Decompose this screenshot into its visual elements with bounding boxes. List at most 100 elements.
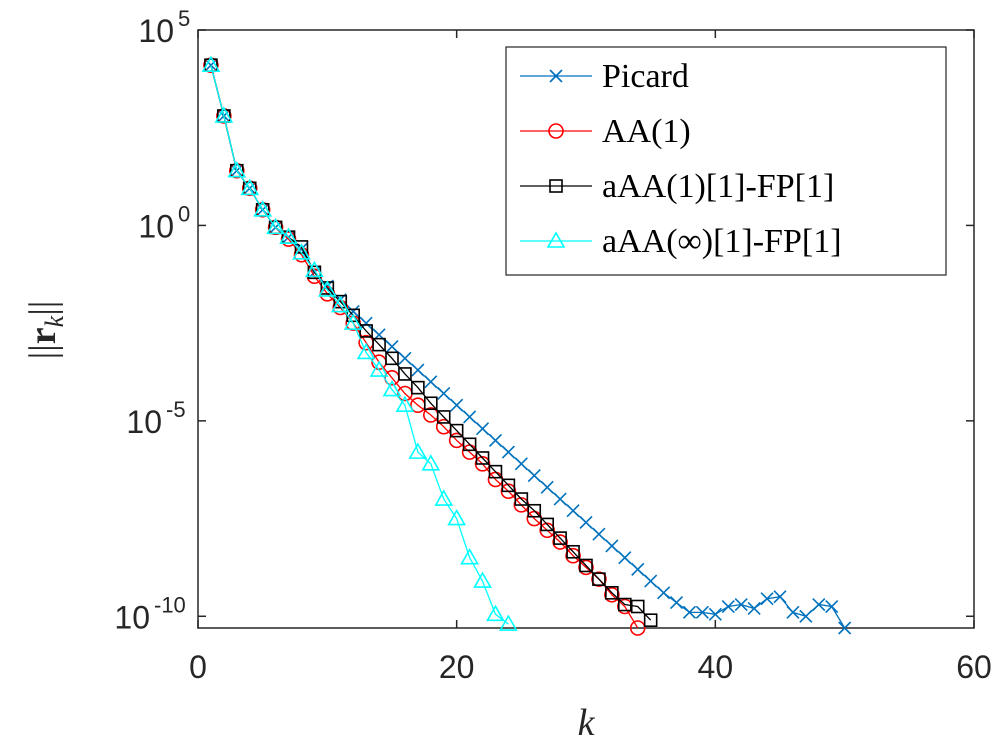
svg-text:||rk||: ||rk||	[22, 301, 69, 360]
series-layer	[201, 55, 852, 636]
data-point	[592, 572, 606, 586]
data-point	[201, 55, 221, 72]
legend-item: aAA(∞)[1]-FP[1]	[520, 223, 842, 260]
data-point	[214, 106, 234, 123]
data-point	[566, 504, 580, 518]
data-point	[359, 324, 373, 338]
legend-label: aAA(1)[1]-FP[1]	[602, 168, 834, 205]
data-point	[527, 469, 541, 483]
data-point	[462, 437, 477, 452]
data-point	[437, 386, 451, 401]
data-point	[708, 607, 722, 621]
data-point	[786, 605, 800, 619]
y-label-subscript: k	[40, 315, 69, 327]
data-point	[305, 260, 324, 278]
legend-marker	[549, 69, 563, 83]
data-point	[578, 559, 594, 576]
data-point	[395, 395, 415, 413]
data-point	[565, 547, 581, 564]
data-point	[682, 605, 697, 619]
data-point	[501, 445, 515, 459]
data-point	[421, 454, 441, 471]
data-point	[540, 480, 554, 494]
data-point	[424, 375, 438, 389]
y-tick-label: 10 0	[138, 201, 190, 244]
data-point	[721, 599, 735, 614]
data-point	[411, 363, 425, 377]
data-point	[631, 562, 645, 576]
y-axis-label: ||rk||	[22, 301, 69, 360]
data-point	[343, 313, 363, 330]
data-point	[500, 483, 517, 500]
data-point	[292, 243, 311, 260]
legend-item: aAA(1)[1]-FP[1]	[520, 168, 834, 205]
legend-item: Picard	[520, 58, 689, 95]
data-point	[398, 351, 412, 365]
legend-box	[505, 46, 947, 276]
data-point	[356, 342, 376, 360]
y-tick-exponent: -10	[154, 592, 186, 617]
y-tick-base: 10	[126, 404, 162, 440]
x-tick-label: 20	[439, 649, 475, 685]
data-point	[463, 410, 477, 424]
data-point	[279, 227, 298, 244]
data-point	[591, 571, 607, 587]
data-point	[527, 503, 542, 518]
data-point	[643, 613, 658, 627]
x-axis-label: k	[578, 702, 596, 744]
data-point	[617, 597, 632, 612]
data-point	[499, 614, 518, 631]
data-point	[825, 599, 839, 614]
data-point	[514, 457, 528, 471]
data-point	[423, 396, 438, 411]
data-point	[838, 621, 852, 635]
data-point	[539, 522, 556, 539]
data-point	[734, 597, 748, 612]
data-point	[695, 605, 709, 619]
x-axis-ticks: 0 20 40 60	[189, 30, 992, 685]
data-point	[629, 620, 646, 636]
data-point	[385, 351, 399, 366]
data-point	[488, 433, 503, 447]
y-tick-label: 10 -10	[114, 592, 185, 635]
data-point	[475, 422, 490, 436]
data-point	[553, 531, 567, 545]
data-point	[474, 456, 491, 472]
y-tick-label: 10 -5	[126, 397, 185, 440]
data-point	[514, 492, 529, 506]
data-point	[540, 517, 555, 532]
y-tick-exponent: 5	[178, 6, 190, 31]
data-point	[644, 574, 658, 588]
data-point	[450, 398, 464, 412]
data-point	[408, 442, 428, 459]
data-point	[473, 571, 492, 588]
data-point	[799, 609, 813, 623]
data-point	[773, 590, 787, 604]
y-tick-exponent: 0	[178, 201, 190, 226]
data-point	[630, 599, 645, 614]
series-3	[201, 55, 518, 631]
y-label-norm-open: ||	[22, 344, 64, 359]
y-tick-base: 10	[138, 13, 174, 49]
data-point	[266, 217, 285, 235]
data-point	[317, 280, 337, 297]
data-point	[333, 294, 348, 309]
data-point	[604, 586, 620, 603]
legend-marker	[546, 231, 566, 248]
data-point	[382, 379, 402, 397]
data-point	[579, 558, 593, 573]
data-point	[460, 548, 479, 565]
data-point	[398, 367, 412, 381]
data-point	[605, 539, 619, 553]
data-point	[227, 161, 247, 178]
y-tick-label: 10 5	[138, 6, 190, 49]
data-point	[475, 451, 490, 465]
legend: Picard AA(1) aAA(1)[1]-FP[1] aAA(∞)[1]-FP[1…	[505, 46, 947, 276]
data-point	[447, 508, 467, 526]
legend-label: Picard	[602, 58, 689, 95]
data-point	[436, 410, 451, 424]
data-point	[812, 597, 826, 612]
data-point	[372, 337, 386, 352]
